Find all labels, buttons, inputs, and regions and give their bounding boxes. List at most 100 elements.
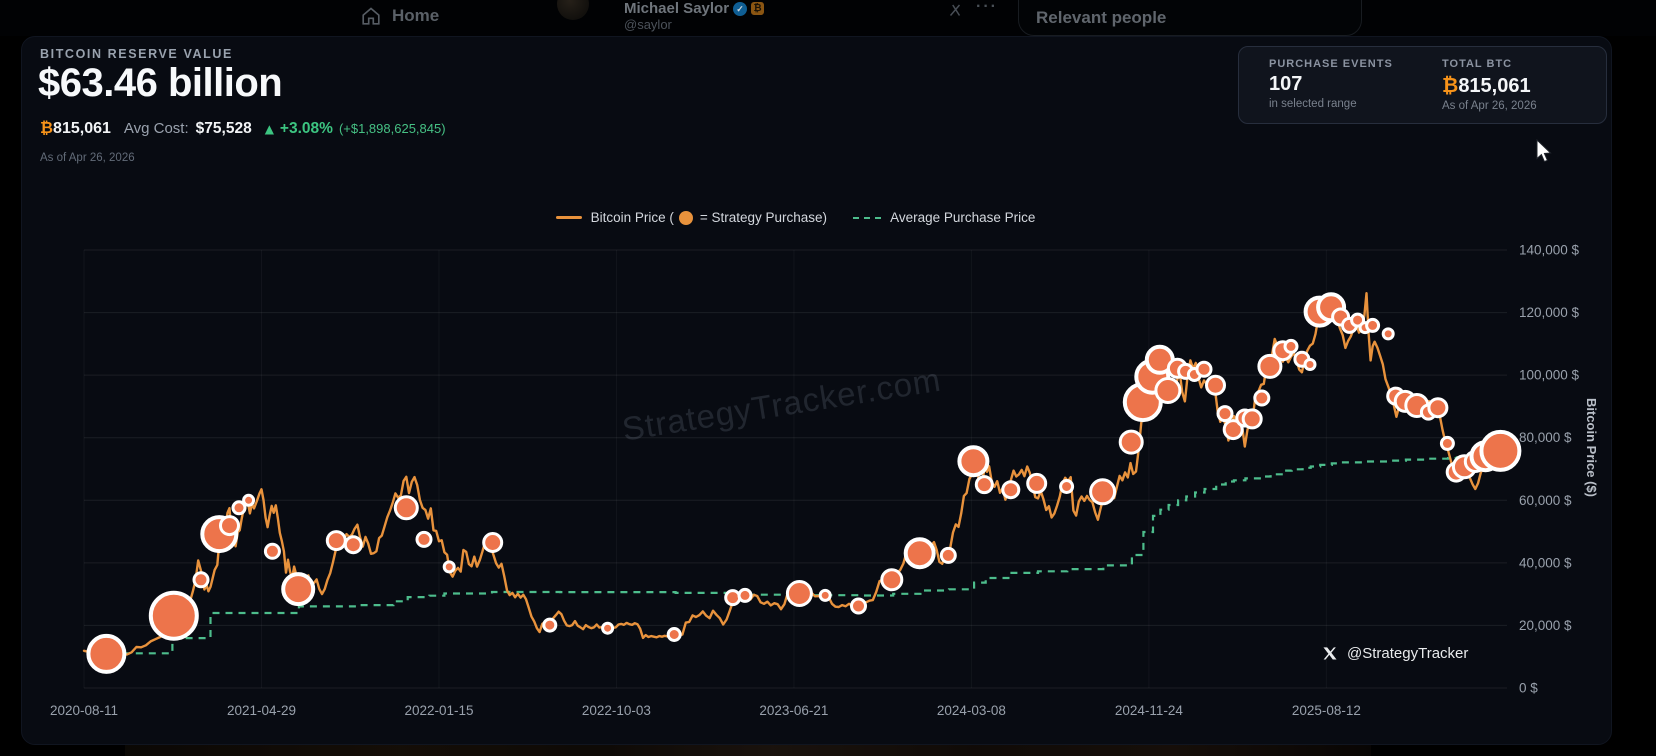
purchase-event-marker <box>1439 435 1455 451</box>
purchase-dot-icon <box>678 210 693 225</box>
purchase-event-marker <box>219 515 240 537</box>
purchase-event-marker <box>666 627 682 642</box>
purchase-event-marker <box>903 537 936 570</box>
page-title-label: BITCOIN RESERVE VALUE <box>40 47 233 61</box>
purchase-event-marker <box>415 530 433 548</box>
purchase-event-marker <box>737 587 753 603</box>
purchase-event-marker <box>1222 419 1244 441</box>
grok-icon[interactable] <box>946 2 964 20</box>
purchase-event-marker <box>542 617 558 633</box>
purchase-event-marker <box>325 530 347 552</box>
total-btc-sub: As of Apr 26, 2026 <box>1442 100 1537 112</box>
purchase-events-value: 107 <box>1269 73 1303 95</box>
x-logo-icon <box>1323 646 1337 659</box>
footer-brand: @StrategyTracker <box>1322 645 1468 662</box>
y-tick-label: 60,000 $ <box>1519 493 1572 508</box>
mouse-cursor <box>1536 139 1552 163</box>
y-tick-label: 0 $ <box>1519 681 1538 696</box>
purchase-event-marker <box>1001 480 1021 500</box>
purchase-event-marker <box>1026 472 1048 494</box>
change-percent: +3.08% <box>279 120 333 137</box>
average-purchase-price-line <box>122 451 1503 655</box>
profile-handle: @saylor <box>624 17 672 32</box>
legend-avg-label: Average Purchase Price <box>890 210 1036 225</box>
x-tick-label: 2022-10-03 <box>582 703 651 718</box>
purchase-event-marker <box>957 445 990 478</box>
purchase-event-marker <box>1154 377 1182 404</box>
purchase-event-marker <box>1381 327 1395 341</box>
x-tick-label: 2025-08-12 <box>1292 703 1361 718</box>
up-arrow-icon: ▲ <box>264 122 274 136</box>
purchase-event-marker <box>86 633 127 674</box>
avg-cost-label: Avg Cost: <box>123 120 189 137</box>
purchase-event-marker <box>850 597 867 615</box>
avg-cost-value: $75,528 <box>195 120 252 137</box>
price-line-swatch <box>555 216 582 219</box>
purchase-event-marker <box>724 589 742 607</box>
purchase-event-marker <box>1216 405 1234 423</box>
background-page-bottom <box>0 745 1656 756</box>
purchase-event-marker <box>939 546 957 564</box>
home-icon[interactable] <box>360 5 382 27</box>
background-page-top: Home Michael Saylor ✓ ₿ @saylor ··· Rele… <box>0 0 1656 36</box>
purchase-event-marker <box>1303 358 1317 371</box>
purchase-event-marker <box>601 621 615 635</box>
purchase-event-marker <box>1427 397 1449 419</box>
purchase-event-marker <box>1059 479 1075 494</box>
profile-name: Michael Saylor <box>624 0 730 17</box>
purchase-event-marker <box>818 588 832 602</box>
purchase-event-marker <box>1195 360 1213 378</box>
purchase-event-marker <box>231 500 247 516</box>
y-tick-label: 120,000 $ <box>1519 305 1580 320</box>
purchase-events-sub: in selected range <box>1269 98 1357 110</box>
x-tick-label: 2024-03-08 <box>937 703 1006 718</box>
change-absolute: (+$1,898,625,845) <box>338 121 446 136</box>
total-btc-stat: TOTAL BTC ₿815,061 As of Apr 26, 2026 <box>1442 58 1537 123</box>
purchase-event-marker <box>1479 429 1522 472</box>
total-btc-value: ₿815,061 <box>1442 73 1531 97</box>
purchase-event-marker <box>343 535 363 555</box>
footer-handle: @StrategyTracker <box>1347 645 1469 662</box>
legend-price-suffix: = Strategy Purchase) <box>699 210 828 225</box>
y-tick-label: 40,000 $ <box>1519 555 1572 570</box>
x-tick-label: 2022-01-15 <box>404 703 473 718</box>
y-tick-label: 80,000 $ <box>1519 430 1572 445</box>
x-tick-label: 2021-04-29 <box>227 703 296 718</box>
nav-home-label[interactable]: Home <box>392 6 440 25</box>
purchase-event-marker <box>1205 374 1226 396</box>
purchase-events-label: PURCHASE EVENTS <box>1269 58 1393 70</box>
profile-name-row[interactable]: Michael Saylor ✓ ₿ <box>624 0 765 17</box>
purchase-event-marker <box>281 572 316 607</box>
y-tick-label: 140,000 $ <box>1519 243 1580 258</box>
total-btc-label: TOTAL BTC <box>1442 58 1513 70</box>
header-stats-row: ₿815,061 Avg Cost: $75,528 ▲ +3.08% (+$1… <box>40 118 446 138</box>
avatar[interactable] <box>557 0 589 20</box>
chart-card <box>21 36 1612 745</box>
y-tick-label: 100,000 $ <box>1519 368 1580 383</box>
y-tick-label: 20,000 $ <box>1519 618 1572 633</box>
stats-panel: PURCHASE EVENTS 107 in selected range TO… <box>1238 46 1607 124</box>
more-options-icon[interactable]: ··· <box>976 0 998 15</box>
purchase-event-marker <box>1118 429 1144 455</box>
relevant-people-card <box>1018 0 1362 36</box>
relevant-people-title: Relevant people <box>1036 8 1167 27</box>
purchase-event-marker <box>148 590 199 641</box>
avg-line-swatch <box>853 216 882 219</box>
reserve-value: $63.46 billion <box>38 61 283 105</box>
purchase-event-marker <box>1257 353 1283 379</box>
purchase-events-stat: PURCHASE EVENTS 107 in selected range <box>1269 58 1442 123</box>
legend-price-prefix: Bitcoin Price ( <box>590 210 674 225</box>
purchase-event-marker <box>1241 408 1263 430</box>
btc-symbol: ₿ <box>1442 73 1459 97</box>
purchase-event-marker <box>482 532 504 553</box>
purchase-event-marker <box>1253 389 1271 407</box>
purchase-event-marker <box>242 493 256 507</box>
btc-symbol: ₿ <box>40 118 54 137</box>
purchase-event-marker <box>1089 478 1117 506</box>
purchase-event-marker <box>1283 338 1299 354</box>
purchase-event-marker <box>393 495 419 521</box>
change-indicator: ▲ +3.08% (+$1,898,625,845) <box>265 120 446 138</box>
background-media-strip <box>125 745 1371 756</box>
purchase-event-marker <box>442 560 456 574</box>
